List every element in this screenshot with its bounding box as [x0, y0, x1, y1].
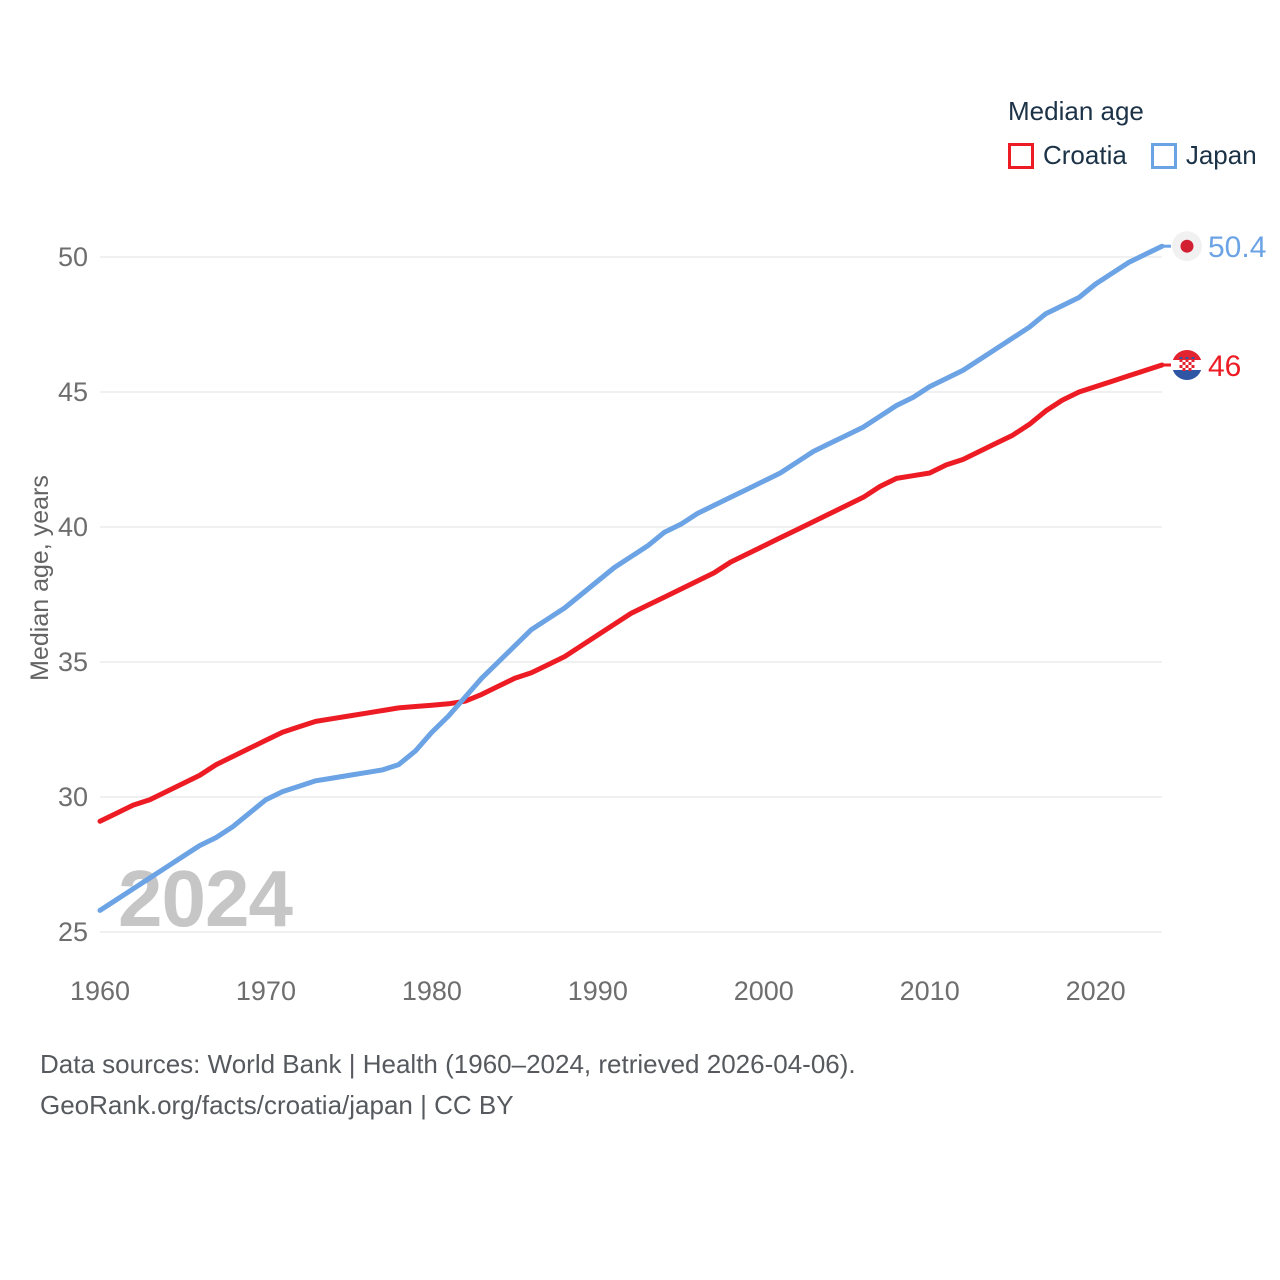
- croatia-line[interactable]: [97, 362, 1165, 824]
- lines-group: [97, 243, 1171, 913]
- footer: Data sources: World Bank | Health (1960–…: [40, 1044, 856, 1126]
- x-tick-label: 1980: [402, 976, 462, 1006]
- watermark-year: 2024: [118, 854, 293, 943]
- japan-flag-icon: [1172, 231, 1202, 262]
- y-axis-title: Median age, years: [26, 475, 54, 681]
- y-tick-label: 25: [58, 917, 88, 947]
- x-tick-label: 1970: [236, 976, 296, 1006]
- croatia-end-value: 46: [1208, 350, 1241, 383]
- x-tick-label: 1960: [70, 976, 130, 1006]
- legend: Median age Croatia Japan: [1008, 96, 1257, 171]
- croatia-swatch-icon: [1008, 142, 1034, 169]
- legend-title: Median age: [1008, 96, 1144, 126]
- x-tick-label: 2020: [1066, 976, 1126, 1006]
- legend-items: Croatia Japan: [1008, 140, 1257, 171]
- badges-group: [1172, 231, 1202, 380]
- y-tick-label: 45: [58, 377, 88, 407]
- legend-item-croatia[interactable]: Croatia: [1008, 140, 1127, 171]
- x-tick-label: 1990: [568, 976, 628, 1006]
- y-tick-label: 50: [58, 242, 88, 272]
- japan-swatch-icon: [1150, 142, 1177, 169]
- y-tick-label: 35: [58, 647, 88, 677]
- y-tick-label: 40: [58, 512, 88, 542]
- x-tick-label: 2010: [900, 976, 960, 1006]
- footer-sources: Data sources: World Bank | Health (1960–…: [40, 1049, 856, 1079]
- y-tick-label: 30: [58, 782, 88, 812]
- legend-label-croatia: Croatia: [1043, 140, 1127, 170]
- legend-item-japan[interactable]: Japan: [1150, 140, 1257, 171]
- footer-attribution: GeoRank.org/facts/croatia/japan | CC BY: [40, 1090, 514, 1120]
- x-tick-label: 2000: [734, 976, 794, 1006]
- legend-label-japan: Japan: [1185, 140, 1257, 170]
- japan-line[interactable]: [97, 243, 1165, 913]
- japan-end-value: 50.4: [1208, 231, 1266, 264]
- grid-group: 25 30 35 40 45 50 1960 1970 1980 1990 2000 2010 2020: [58, 242, 1162, 1006]
- croatia-flag-icon: [1172, 350, 1202, 380]
